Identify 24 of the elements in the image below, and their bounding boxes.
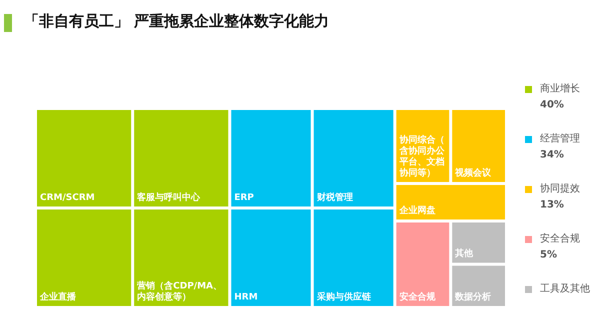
text: 安全合规 bbox=[399, 292, 436, 302]
text: 企业网盘 bbox=[399, 206, 436, 216]
text: 营销（含CDP/MA、内容创意等） bbox=[137, 282, 222, 302]
category-label: 安全合规 bbox=[540, 232, 580, 244]
text: 企业直播 bbox=[40, 292, 76, 302]
text: 其他 bbox=[455, 249, 474, 260]
data-label: 34% bbox=[540, 150, 564, 160]
text: 客服与呼叫中心 bbox=[137, 193, 200, 203]
text: 财税管理 bbox=[316, 193, 353, 203]
text: CRM/SCRM bbox=[40, 193, 95, 203]
text: HRM bbox=[234, 292, 258, 302]
text: ERP bbox=[234, 193, 254, 203]
text: 视频会议 bbox=[455, 168, 492, 178]
text: 采购与供应链 bbox=[316, 292, 371, 302]
data-label: 13% bbox=[540, 200, 564, 210]
category-label: 工具及其他 bbox=[540, 282, 590, 294]
data-label: 5% bbox=[540, 250, 557, 260]
category-label: 经营管理 bbox=[540, 132, 580, 144]
category-label: 商业增长 bbox=[540, 82, 580, 94]
data-label: 40% bbox=[540, 100, 564, 110]
category-label: 协同提效 bbox=[540, 182, 580, 194]
text: 数据分析 bbox=[455, 292, 492, 302]
text: 协同综合（含协同办公平台、文档协同等） bbox=[399, 135, 444, 178]
text: 「非自有员工」 严重拖累企业整体数字化能力 bbox=[24, 12, 330, 31]
